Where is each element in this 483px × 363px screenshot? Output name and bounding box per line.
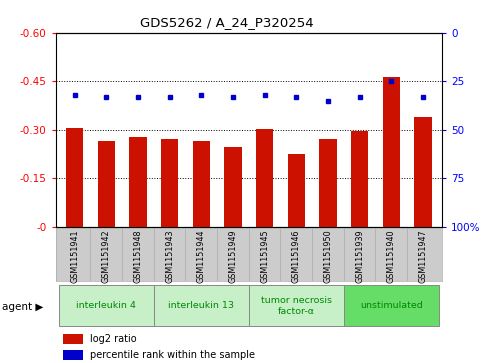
Text: interleukin 4: interleukin 4: [76, 301, 136, 310]
Text: GSM1151946: GSM1151946: [292, 230, 301, 283]
Text: GSM1151940: GSM1151940: [387, 230, 396, 283]
Text: GSM1151944: GSM1151944: [197, 230, 206, 283]
Bar: [414, 118, 432, 227]
Text: GSM1151942: GSM1151942: [102, 230, 111, 284]
Text: GSM1151947: GSM1151947: [418, 230, 427, 284]
Bar: [319, 139, 337, 227]
Text: tumor necrosis
factor-α: tumor necrosis factor-α: [261, 296, 332, 315]
Text: GSM1151939: GSM1151939: [355, 230, 364, 284]
Text: percentile rank within the sample: percentile rank within the sample: [90, 350, 256, 360]
Text: unstimulated: unstimulated: [360, 301, 423, 310]
Text: GSM1151949: GSM1151949: [228, 230, 238, 284]
Bar: [161, 139, 178, 227]
Bar: [63, 350, 83, 360]
Bar: [287, 154, 305, 227]
Bar: [63, 334, 83, 344]
Text: GDS5262 / A_24_P320254: GDS5262 / A_24_P320254: [140, 16, 314, 29]
Bar: [383, 77, 400, 227]
Bar: [344, 285, 439, 326]
Text: GSM1151943: GSM1151943: [165, 230, 174, 283]
Bar: [59, 285, 154, 326]
Text: log2 ratio: log2 ratio: [90, 334, 137, 344]
Text: interleukin 13: interleukin 13: [168, 301, 234, 310]
Bar: [249, 285, 344, 326]
Bar: [224, 147, 242, 227]
Bar: [154, 285, 249, 326]
Text: GSM1151945: GSM1151945: [260, 230, 269, 284]
Text: GSM1151948: GSM1151948: [133, 230, 142, 283]
Bar: [193, 141, 210, 227]
Text: agent ▶: agent ▶: [2, 302, 44, 312]
Bar: [256, 129, 273, 227]
Bar: [98, 141, 115, 227]
Bar: [351, 131, 369, 227]
Text: GSM1151950: GSM1151950: [324, 230, 332, 284]
Bar: [129, 137, 147, 227]
Text: GSM1151941: GSM1151941: [70, 230, 79, 283]
Bar: [66, 128, 83, 227]
